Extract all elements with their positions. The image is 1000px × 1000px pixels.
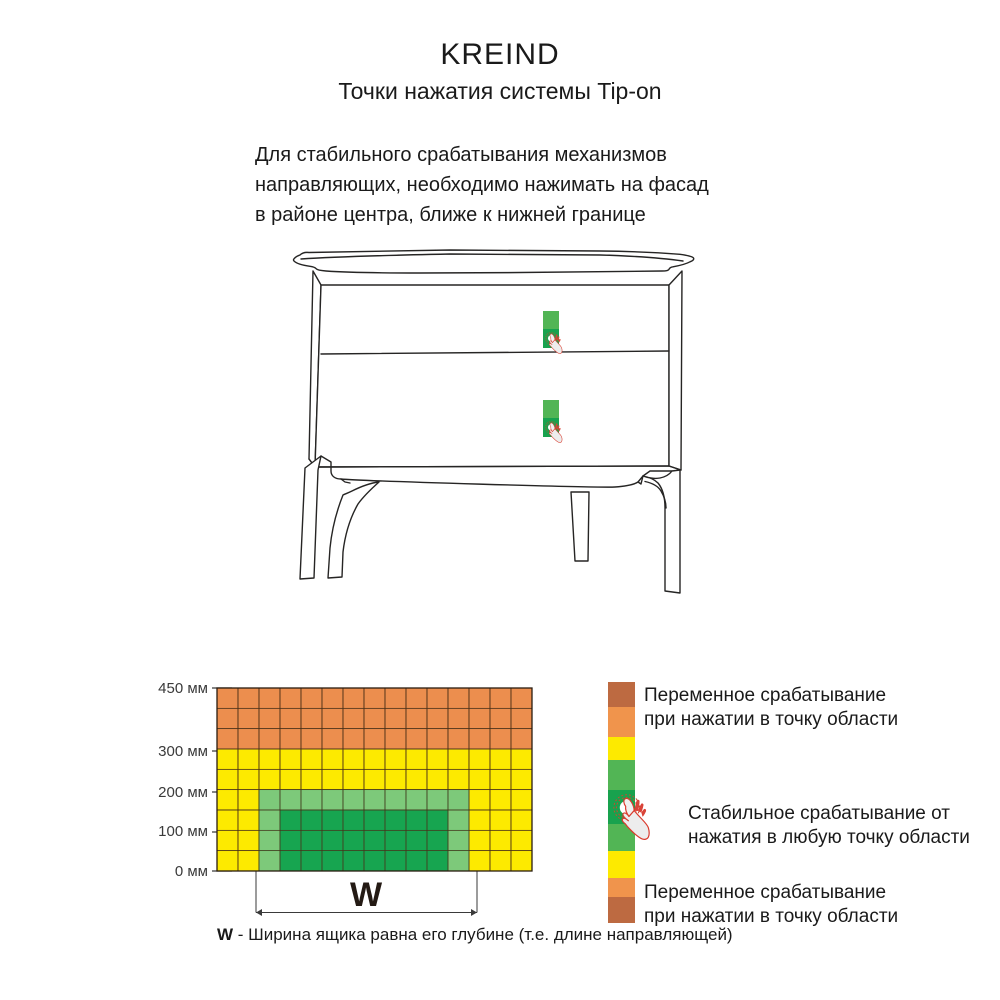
svg-text:300 мм: 300 мм — [158, 743, 208, 760]
svg-text:Переменное срабатывание: Переменное срабатывание — [644, 882, 886, 903]
svg-text:W - Ширина ящика равна его глу: W - Ширина ящика равна его глубине (т.е.… — [217, 925, 733, 944]
svg-text:0 мм: 0 мм — [175, 863, 208, 880]
svg-text:нажатия в любую точку области: нажатия в любую точку области — [688, 827, 970, 848]
svg-text:W: W — [350, 876, 383, 914]
svg-text:200 мм: 200 мм — [158, 784, 208, 801]
svg-text:450 мм: 450 мм — [158, 680, 208, 697]
svg-text:Переменное срабатывание: Переменное срабатывание — [644, 685, 886, 706]
svg-text:при нажатии в точку области: при нажатии в точку области — [644, 906, 898, 927]
svg-text:при нажатии в точку области: при нажатии в точку области — [644, 709, 898, 730]
svg-text:Стабильное срабатывание от: Стабильное срабатывание от — [688, 803, 950, 824]
svg-text:100 мм: 100 мм — [158, 823, 208, 840]
